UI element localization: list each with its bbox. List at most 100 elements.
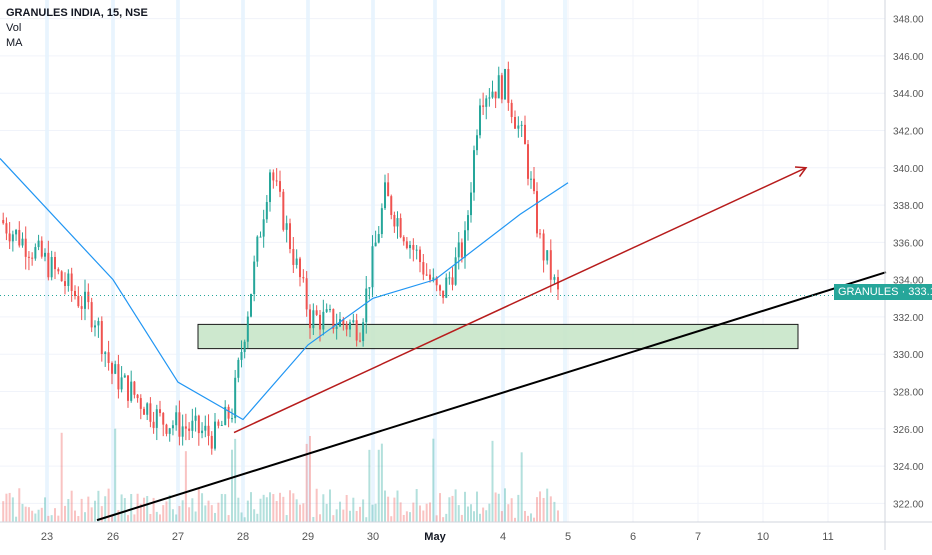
candle-body [194, 415, 197, 421]
candle-body [384, 182, 386, 209]
volume-bar [181, 500, 184, 522]
time-tick-label: 7 [695, 531, 701, 543]
volume-bar [272, 494, 275, 522]
volume-bar [265, 497, 268, 522]
candle-body [272, 172, 275, 181]
candle-body [40, 240, 43, 257]
volume-bar [504, 488, 506, 522]
candle-body [197, 415, 200, 434]
session-separator [45, 0, 49, 522]
candle-body [419, 249, 421, 263]
time-tick-label: 11 [822, 531, 833, 543]
candle-body [18, 229, 21, 246]
candle-body [60, 271, 63, 282]
volume-bar [262, 494, 265, 522]
volume-bar [312, 516, 315, 522]
volume-bar [210, 505, 213, 522]
candle-body [319, 314, 321, 330]
volume-bar [168, 495, 171, 522]
price-tick-label: 332.00 [893, 313, 924, 324]
volume-bar [510, 498, 513, 522]
candle-body [479, 105, 481, 136]
candle-body [374, 242, 377, 247]
volume-bar [309, 435, 311, 522]
chart-title: GRANULES INDIA, 15, NSE [6, 7, 148, 19]
volume-bar [467, 506, 469, 522]
volume-bar [231, 449, 233, 522]
candle-body [240, 352, 243, 360]
candle-body [553, 277, 556, 280]
volume-bar [396, 490, 399, 522]
candle-body [377, 234, 380, 243]
red-trend-line [233, 167, 807, 434]
volume-bar [339, 501, 341, 522]
candle-body [368, 287, 371, 289]
moving-average-line [0, 158, 569, 421]
volume-bar [542, 497, 545, 522]
volume-bar [292, 493, 295, 522]
candle-body [464, 230, 466, 258]
candle-body [97, 321, 100, 326]
volume-bar [368, 449, 371, 522]
volume-bar [165, 501, 168, 522]
volume-bar [342, 509, 345, 522]
volume-bar [80, 498, 83, 522]
session-layer [45, 0, 567, 522]
volume-bar [21, 503, 24, 522]
volume-bar [530, 513, 532, 522]
candle-body [429, 274, 431, 280]
last-price-badge: GRANULES · 333.15 [834, 284, 932, 300]
volume-bar [171, 509, 174, 522]
candle-body [136, 394, 139, 399]
candle-body [259, 236, 262, 238]
candle-body [162, 412, 165, 425]
volume-bar [18, 488, 21, 522]
volume-bar [485, 510, 488, 522]
session-separator [176, 0, 180, 522]
candle-body [485, 98, 488, 107]
volume-bar [31, 510, 34, 522]
volume-bar [37, 509, 40, 522]
candle-body [299, 258, 301, 278]
volume-bar [539, 491, 541, 522]
candle-body [539, 233, 541, 235]
time-tick-label: 5 [565, 531, 571, 543]
candle-body [546, 250, 549, 261]
candle-body [514, 117, 516, 129]
legend-moving-average[interactable]: MA [6, 37, 23, 49]
time-tick-label: 4 [500, 531, 506, 543]
time-tick-label: 10 [757, 531, 769, 543]
volume-bar [514, 517, 516, 522]
volume-bar [448, 497, 451, 522]
candle-body [8, 233, 11, 242]
time-tick-label: 6 [630, 531, 636, 543]
volume-bar [64, 505, 66, 522]
volume-bar [315, 488, 318, 522]
volume-bar [345, 494, 348, 522]
candle-body [510, 102, 513, 118]
volume-bar [359, 506, 361, 522]
candle-body [64, 281, 66, 286]
legend-volume[interactable]: Vol [6, 22, 22, 34]
volume-bar [54, 508, 56, 522]
candle-body [188, 428, 191, 431]
volume-bar [240, 512, 243, 522]
volume-bar [517, 494, 520, 522]
volume-bar [399, 502, 402, 522]
candle-body [253, 261, 256, 295]
price-tick-label: 330.00 [893, 350, 924, 361]
volume-bar [27, 507, 30, 522]
volume-bar [152, 497, 155, 522]
candle-body [349, 322, 351, 330]
volume-bar [111, 515, 113, 522]
volume-bar [352, 497, 355, 522]
candle-body [227, 406, 230, 419]
volume-bar [259, 498, 262, 522]
time-tick-label: 26 [107, 531, 119, 543]
candle-body [50, 256, 53, 278]
volume-bar [374, 503, 377, 522]
price-tick-label: 340.00 [893, 164, 924, 175]
volume-bar [184, 451, 187, 522]
